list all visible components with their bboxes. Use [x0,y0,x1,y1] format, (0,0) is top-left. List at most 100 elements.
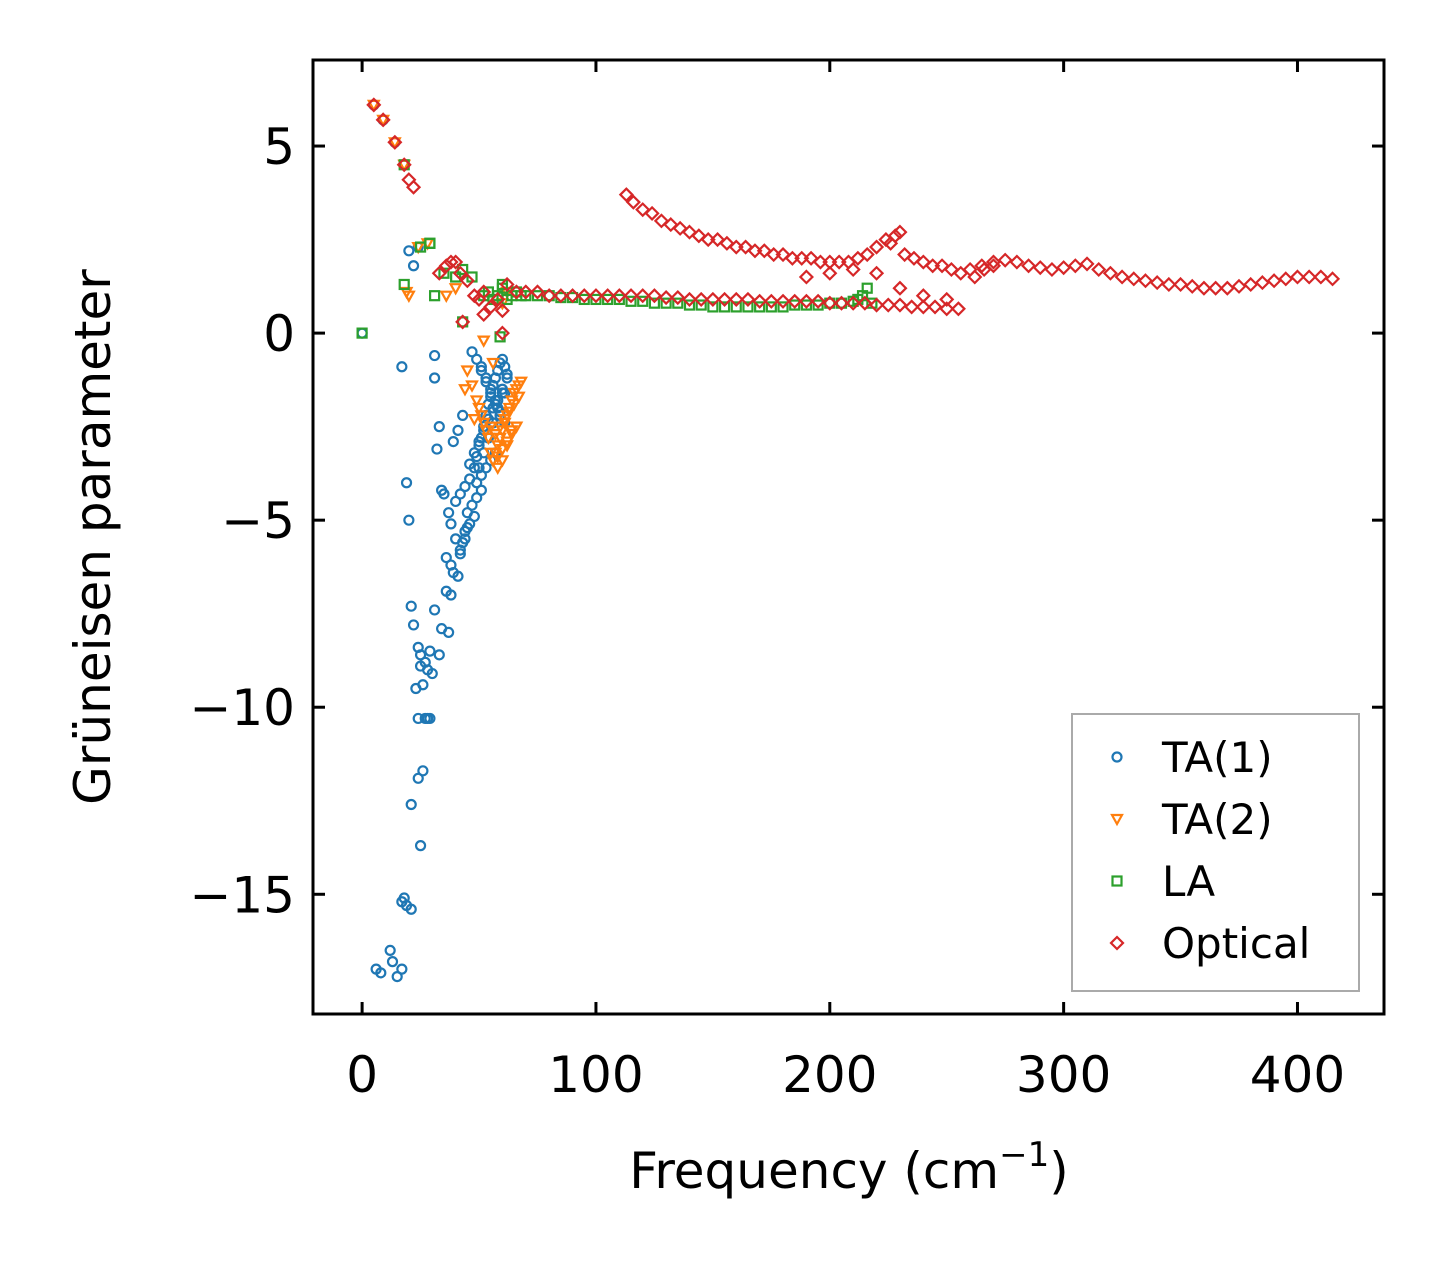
data-point [428,372,441,384]
data-point [653,213,669,229]
legend-label: Optical [1162,919,1310,968]
y-tick-label: 5 [263,118,295,176]
data-point [469,395,484,408]
y-tick-label: 0 [263,305,295,363]
data-point [943,261,959,278]
data-point [396,157,412,173]
x-tick-label: 400 [1250,1046,1345,1104]
data-point [880,297,896,313]
data-point [967,269,983,285]
y-axis-label: Grüneisen parameter [64,269,122,805]
data-point [502,406,517,419]
data-point [476,417,491,431]
data-point [892,224,908,240]
data-point [883,235,899,251]
data-point [845,295,861,311]
series-la [356,159,878,343]
data-point [637,295,649,307]
data-point [950,301,966,317]
data-point [576,288,592,304]
data-point [646,288,662,304]
data-point [500,440,514,453]
data-point [490,462,505,476]
data-point [356,327,368,339]
data-point [625,295,637,307]
data-point [1102,265,1118,281]
data-point [386,956,399,968]
data-point [448,283,463,296]
data-point [376,114,391,128]
data-point [405,600,417,612]
x-tick-label: 200 [782,1046,877,1104]
data-point [845,261,861,278]
data-point [511,391,526,404]
legend-label: LA [1162,857,1215,906]
data-point [672,220,688,236]
data-point [1126,271,1142,287]
data-point [407,260,420,272]
legend-entries: TA(1) TA(2) LA Optical [1109,733,1310,968]
data-point [475,361,487,373]
data-point [414,660,427,672]
data-point [754,301,766,313]
data-point [812,299,824,311]
data-point [541,288,557,304]
data-point [1091,261,1107,278]
data-point [1044,261,1060,278]
data-point [459,533,471,545]
data-point [501,372,513,384]
data-point [1324,271,1341,287]
data-point [934,258,950,274]
data-point [499,276,515,293]
data-point [439,290,454,303]
data-point [565,288,581,304]
data-point [763,293,779,309]
data-point [1254,275,1270,291]
data-point [467,414,482,427]
data-point [648,297,661,309]
data-point [490,291,506,307]
data-point [472,402,486,416]
data-point [465,380,479,393]
legend-entry: TA(2) [1110,795,1273,844]
data-point [672,297,684,309]
x-tick-label: 100 [548,1046,643,1104]
data-point [428,604,441,616]
data-point [939,301,955,317]
y-tick-label: −10 [189,679,295,737]
data-point [403,245,415,257]
data-point [623,288,639,304]
data-point [458,384,472,397]
data-point [709,232,726,248]
data-point [356,327,368,339]
data-point [464,458,476,470]
data-point [473,436,485,448]
data-point [789,299,801,311]
data-point [644,205,660,221]
data-point [1301,269,1317,285]
data-point [1056,260,1072,276]
data-point [985,258,1002,274]
data-point [424,645,436,657]
data-point [412,772,424,784]
data-point [705,291,721,307]
data-point [431,265,447,281]
data-point [752,293,768,309]
data-point [625,194,641,210]
data-point [489,394,501,407]
data-point [1032,260,1048,276]
data-point [1161,276,1177,293]
data-point [424,237,436,249]
data-point [985,254,1002,270]
data-point [495,443,510,457]
data-point [904,299,920,315]
data-point [461,522,473,534]
legend-marker [1111,875,1123,887]
legend-marker [1109,935,1125,951]
data-point [460,365,475,378]
data-point [658,290,674,306]
data-point [497,414,512,427]
data-point [366,97,382,113]
data-point [501,368,513,380]
data-point [405,179,422,195]
